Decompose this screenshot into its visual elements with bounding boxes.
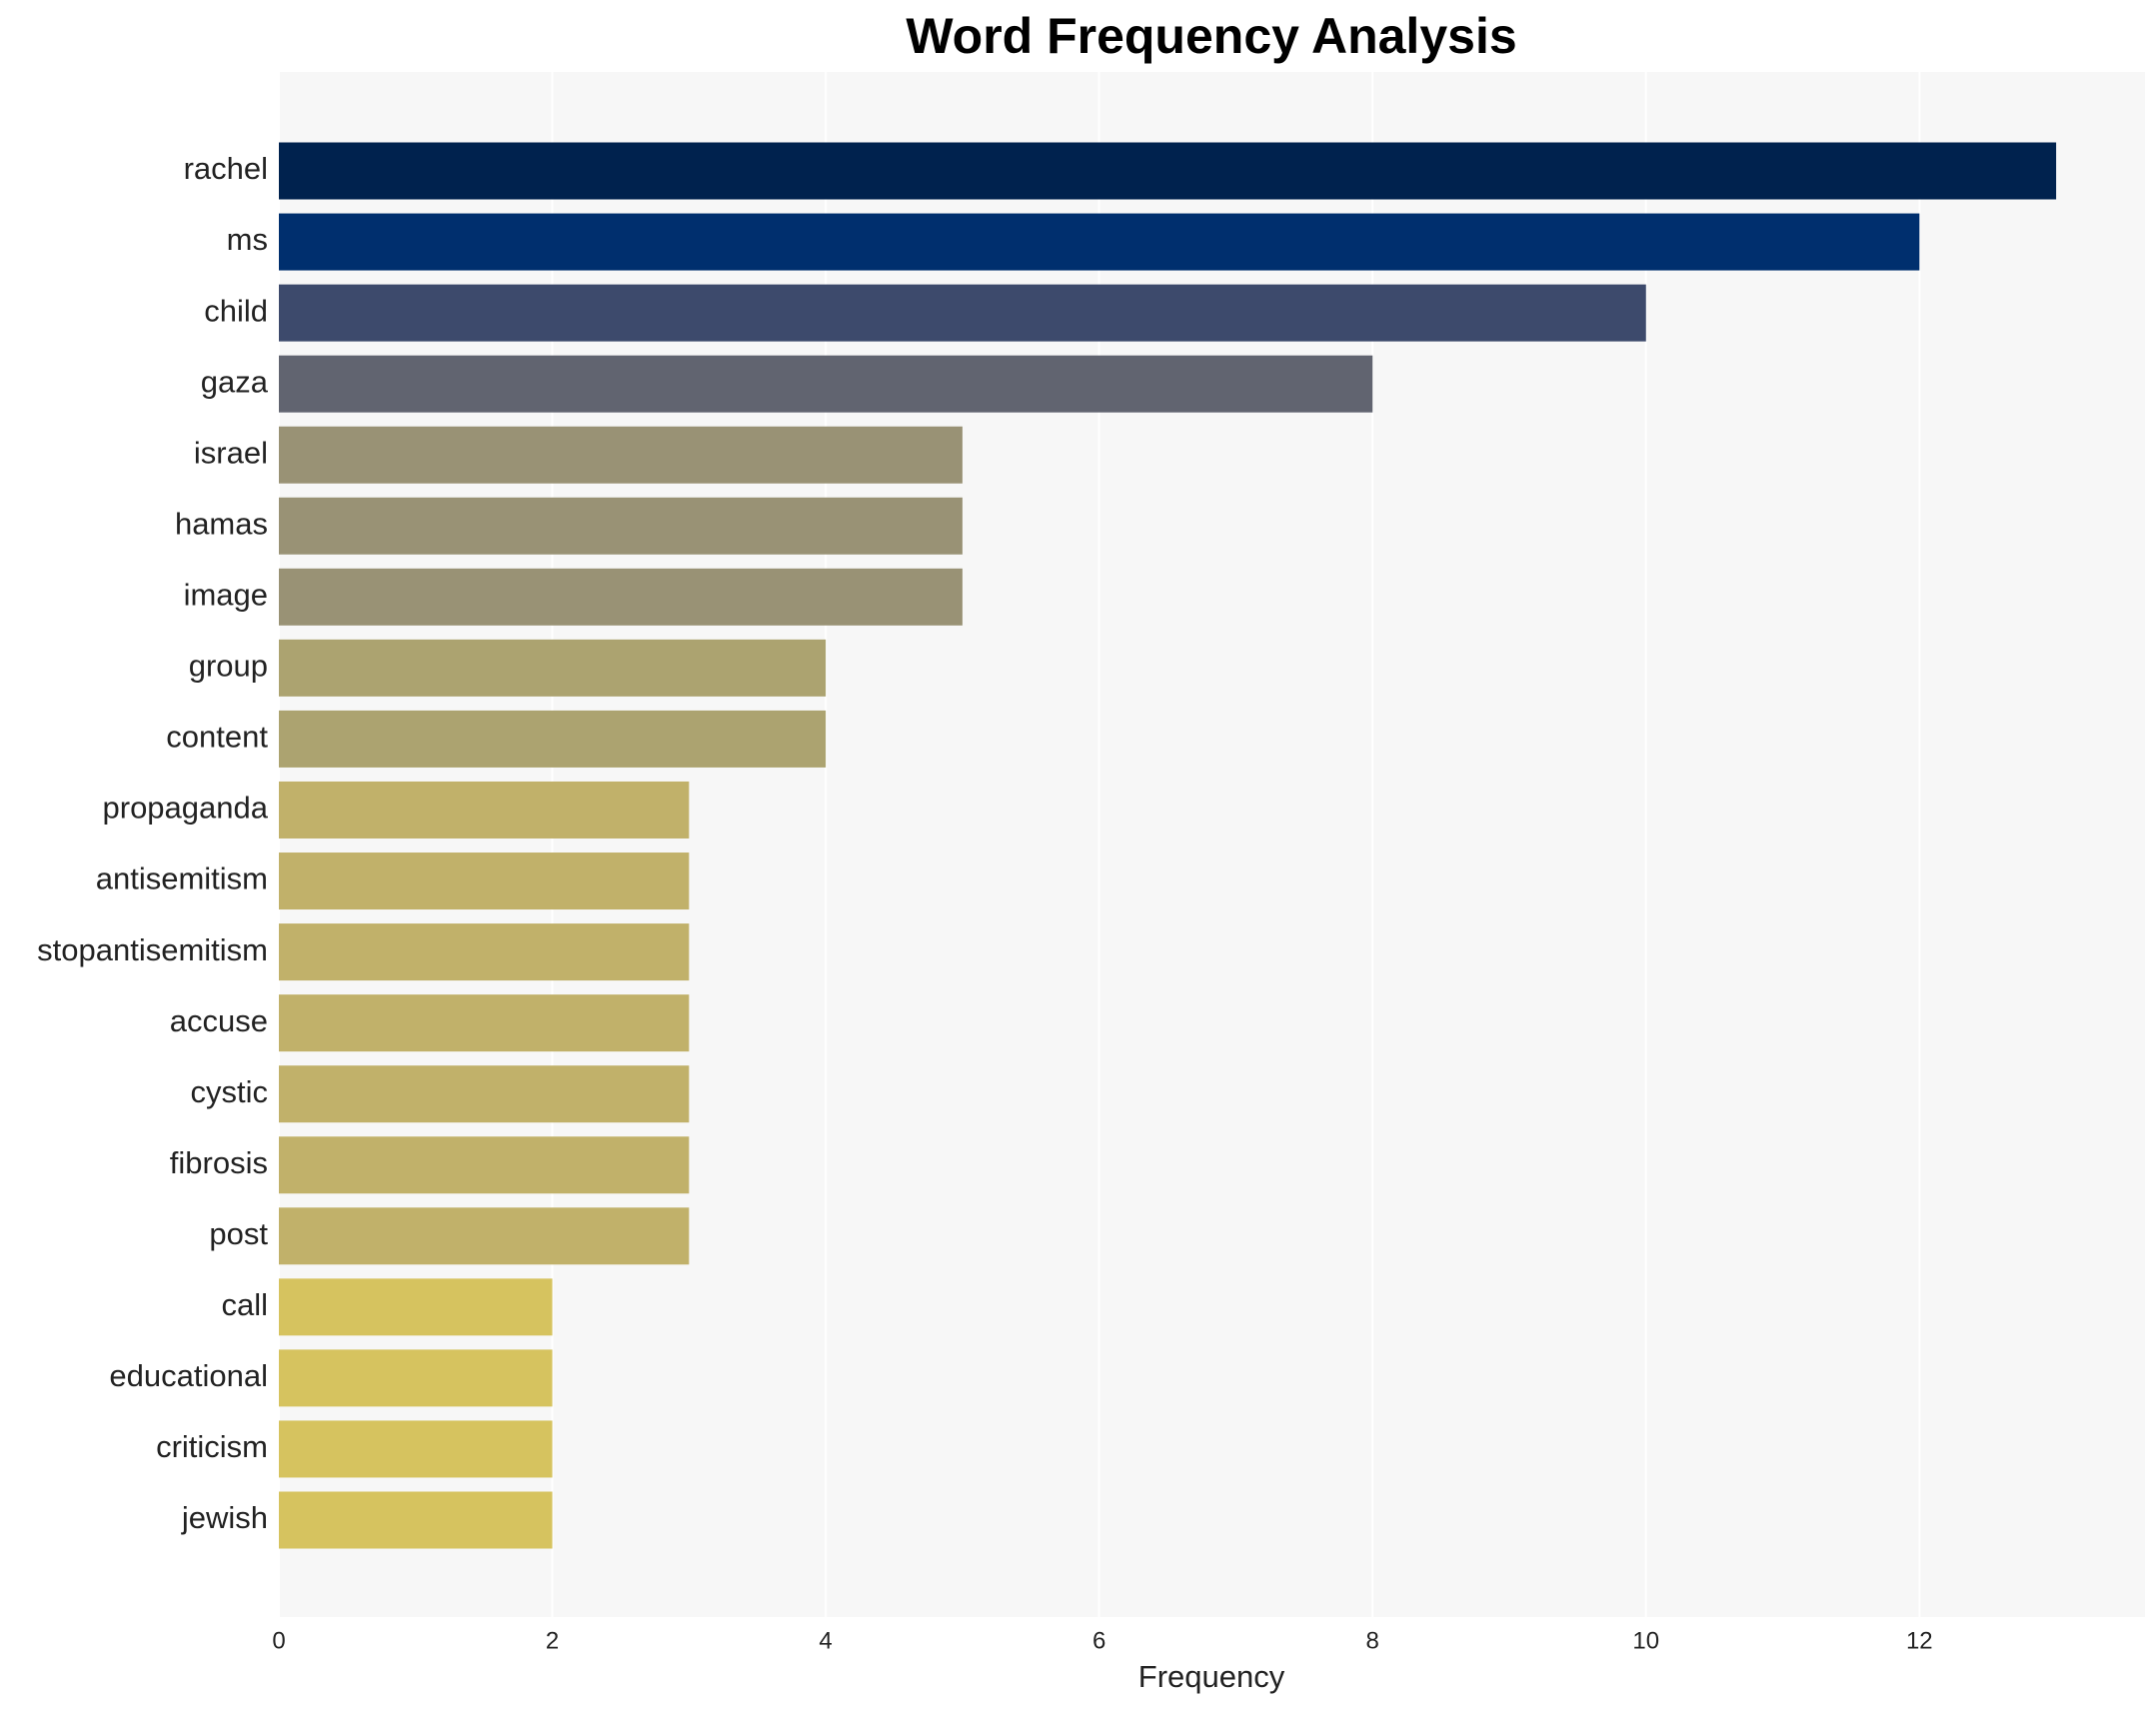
y-tick-label: israel (194, 435, 268, 470)
bar (279, 213, 1920, 271)
y-tick-label: accuse (170, 1003, 268, 1038)
bar (279, 1491, 553, 1549)
y-tick-label: jewish (181, 1500, 268, 1535)
y-tick-label: hamas (175, 506, 268, 541)
bar (279, 1349, 553, 1407)
y-tick-label: criticism (156, 1429, 268, 1464)
x-tick-label: 4 (819, 1627, 832, 1654)
x-tick-label: 12 (1906, 1627, 1933, 1654)
bar (279, 781, 690, 839)
bar (279, 1065, 690, 1123)
bar (279, 568, 963, 626)
y-tick-label: stopantisemitism (37, 932, 268, 967)
x-tick-label: 8 (1366, 1627, 1379, 1654)
bar (279, 710, 827, 768)
y-tick-label: image (184, 578, 268, 613)
y-tick-label: fibrosis (170, 1145, 268, 1180)
x-tick-label: 10 (1632, 1627, 1659, 1654)
bar (279, 639, 827, 697)
x-tick-label: 0 (272, 1627, 285, 1654)
chart-title: Word Frequency Analysis (906, 8, 1516, 64)
y-tick-label: cystic (191, 1074, 269, 1109)
bar (279, 497, 963, 555)
bar (279, 355, 1373, 413)
bar (279, 1136, 690, 1194)
y-tick-label: group (189, 649, 268, 684)
x-tick-label: 2 (546, 1627, 559, 1654)
y-tick-label: gaza (201, 364, 269, 399)
y-tick-label: call (221, 1287, 268, 1322)
bar (279, 853, 690, 910)
bar (279, 1278, 553, 1336)
y-tick-label: antisemitism (96, 861, 268, 896)
y-tick-label: content (166, 720, 268, 755)
y-tick-label: educational (109, 1358, 268, 1393)
x-axis-label: Frequency (1138, 1659, 1285, 1694)
y-tick-label: child (204, 293, 268, 328)
bar (279, 426, 963, 484)
y-tick-label: post (209, 1216, 268, 1251)
bar (279, 1207, 690, 1265)
y-tick-label: ms (227, 222, 268, 257)
bar (279, 1420, 553, 1478)
bar (279, 994, 690, 1052)
bar (279, 923, 690, 981)
bar (279, 284, 1646, 342)
bar (279, 142, 2057, 200)
y-tick-label: rachel (184, 151, 268, 186)
y-tick-label: propaganda (103, 791, 269, 826)
x-tick-label: 6 (1092, 1627, 1105, 1654)
